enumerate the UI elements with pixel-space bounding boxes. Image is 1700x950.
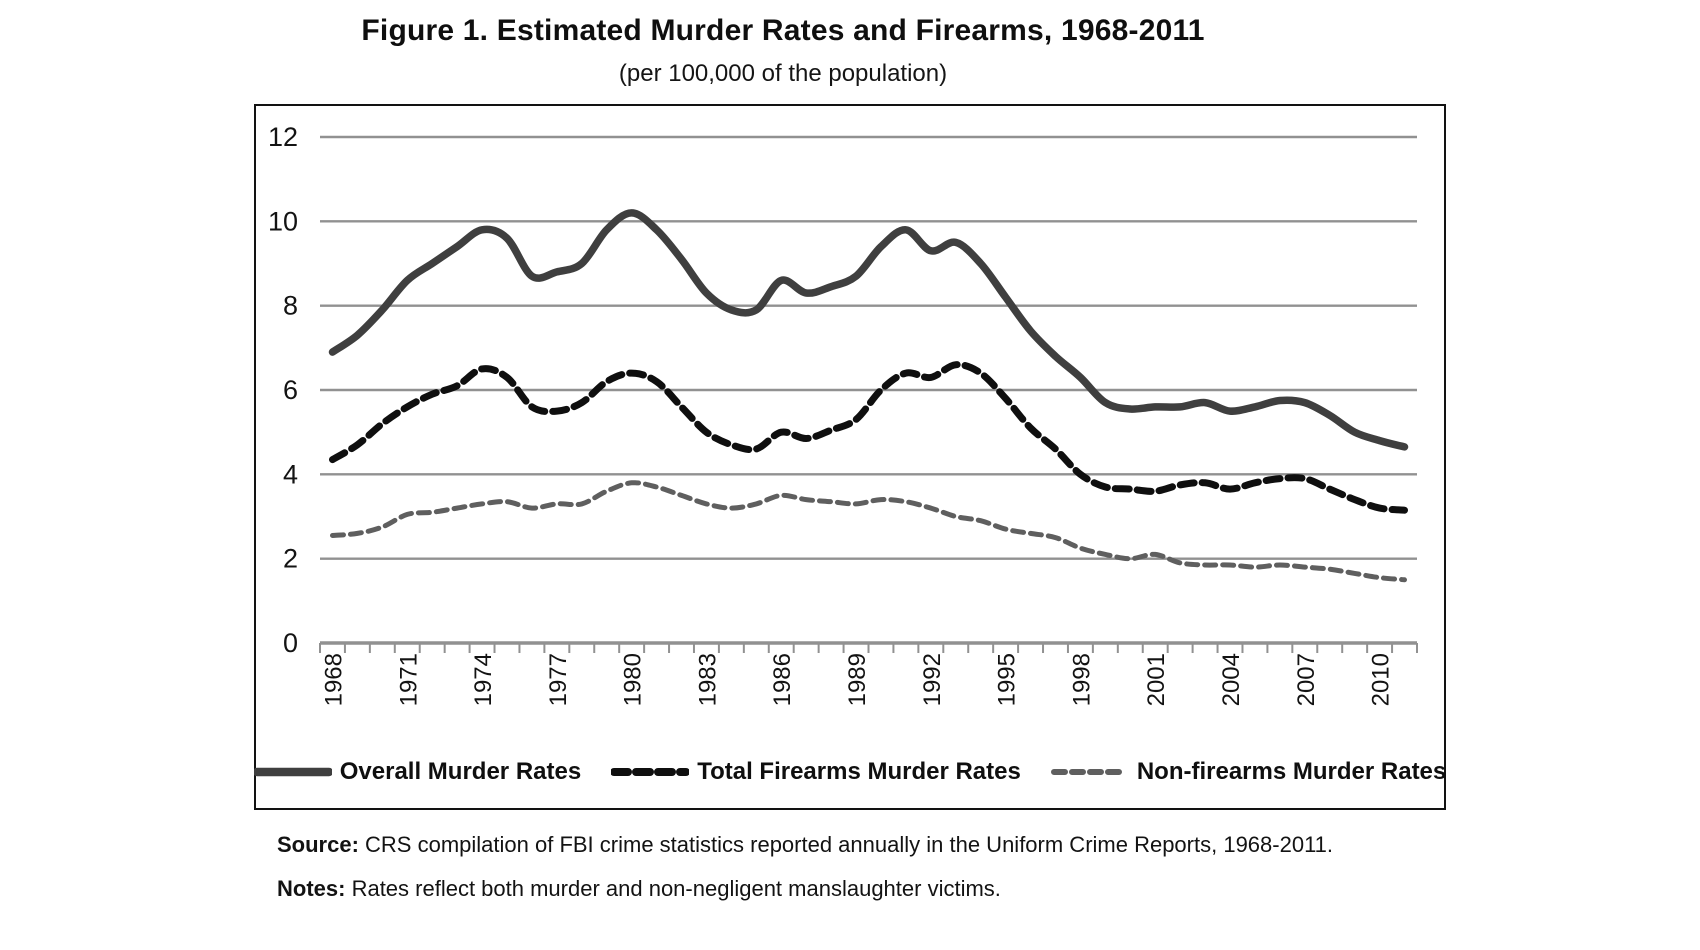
y-axis-tick-label: 10 [268,206,298,236]
notes-note: Notes: Rates reflect both murder and non… [277,876,1001,902]
notes-text: Rates reflect both murder and non-neglig… [345,876,1001,901]
x-axis-tick-label: 2007 [1293,653,1320,706]
source-note: Source: CRS compilation of FBI crime sta… [277,832,1333,858]
x-axis-tick-label: 1995 [994,653,1021,706]
x-axis-tick-label: 1989 [844,653,871,706]
series-line-0 [328,209,1409,451]
figure-title: Figure 1. Estimated Murder Rates and Fir… [361,14,1205,47]
y-axis-tick-label: 4 [283,459,298,489]
y-axis-tick-label: 6 [283,375,298,405]
x-axis-tick-label: 1968 [320,653,347,706]
legend-item-1: Total Firearms Murder Rates [611,758,1021,786]
notes-label: Notes: [277,876,346,901]
y-axis-tick-label: 8 [283,291,298,321]
legend-swatch-0 [253,767,332,777]
x-axis-tick-label: 1998 [1068,653,1095,706]
y-axis-tick-label: 0 [283,628,298,658]
x-axis-tick-label: 1974 [470,653,497,706]
legend-label-1: Total Firearms Murder Rates [697,758,1021,785]
x-axis-tick-label: 1971 [395,653,422,706]
x-axis-tick-label: 1977 [545,653,572,706]
legend-item-0: Overall Murder Rates [253,758,582,786]
x-axis-tick-label: 2010 [1368,653,1395,706]
legend-label-0: Overall Murder Rates [339,758,582,785]
legend-label-2: Non-firearms Murder Rates [1136,758,1447,785]
y-axis-tick-label: 12 [268,122,298,152]
x-axis-tick-label: 1986 [769,653,796,706]
legend-item-2: Non-firearms Murder Rates [1050,758,1447,786]
legend-swatch-1 [611,768,690,776]
y-axis-tick-label: 2 [283,544,298,574]
legend-swatch-2 [1050,769,1129,775]
source-label: Source: [277,832,359,857]
chart-svg: 0 2 4 6 8 10 12 1968 1971 1974 1977 1980 1983 1986 198… [268,122,1418,706]
x-axis-tick-label: 1992 [919,653,946,706]
series-line-2 [330,480,1407,583]
chart-frame: 0 2 4 6 8 10 12 1968 1971 1974 1977 1980 1983 1986 198… [253,104,1447,810]
x-axis-tick-label: 1983 [694,653,721,706]
title-block: Figure 1. Estimated Murder Rates and Fir… [0,14,1566,88]
series-line-1 [329,361,1408,514]
x-axis-tick-label: 2004 [1218,653,1245,706]
x-axis-tick-label: 2001 [1143,653,1170,706]
figure-subtitle: (per 100,000 of the population) [618,60,948,87]
source-text: CRS compilation of FBI crime statistics … [358,832,1334,857]
x-axis-tick-label: 1980 [620,653,647,706]
chart-legend: Overall Murder Rates Total Firearms Murde… [253,758,1447,786]
